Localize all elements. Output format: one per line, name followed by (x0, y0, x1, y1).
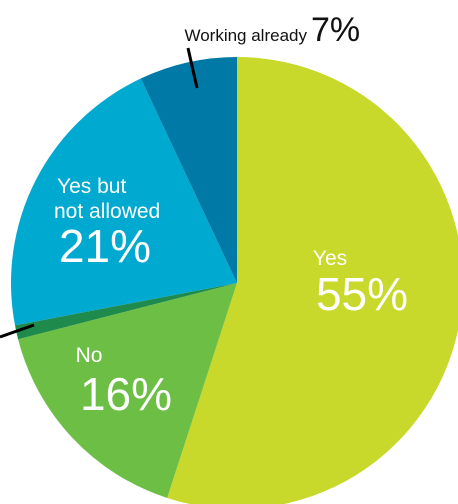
small-slice-leader-line (0, 323, 35, 339)
ybna-label-line1: Yes but (57, 175, 126, 198)
pie-slice-3 (10, 78, 237, 326)
working-already-leader-line (186, 47, 199, 89)
working-already-value-label: 7% (311, 11, 360, 49)
pie-slice-0 (167, 57, 458, 504)
pie-slice-4 (140, 57, 237, 283)
pie-slices (10, 57, 458, 504)
yes-category-label: Yes (313, 247, 347, 270)
ybna-value-label: 21% (59, 220, 151, 272)
no-category-label: No (76, 344, 103, 367)
pie-slice-2 (15, 283, 237, 340)
ybna-label-line2: not allowed (54, 200, 160, 223)
yes-value-label: 55% (316, 268, 408, 320)
no-value-label: 16% (80, 368, 172, 420)
pie-slice-1 (18, 283, 237, 498)
working-already-category-label: Working already (184, 26, 307, 45)
